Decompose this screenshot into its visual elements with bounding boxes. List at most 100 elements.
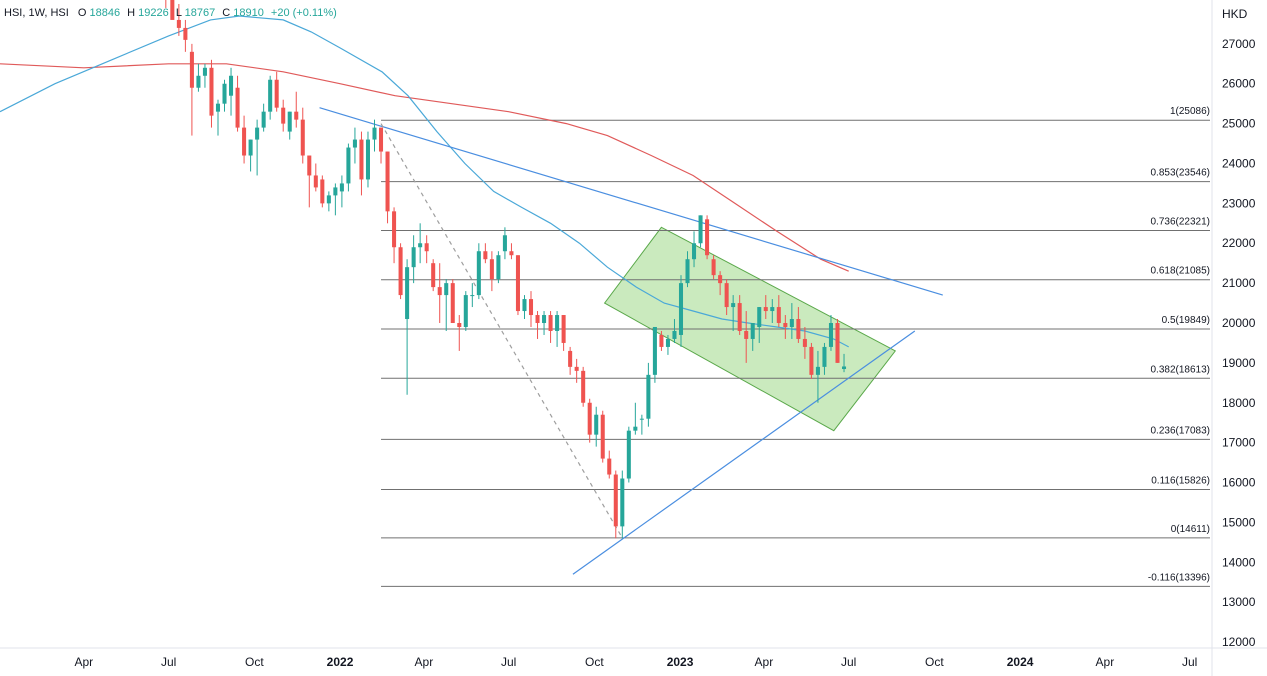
candle[interactable] (841, 353, 847, 373)
candle[interactable] (515, 255, 520, 316)
candle[interactable] (646, 362, 651, 427)
candle[interactable] (294, 91, 299, 128)
candle[interactable] (183, 19, 188, 52)
candle[interactable] (248, 139, 253, 172)
candle[interactable] (359, 131, 364, 196)
candle[interactable] (750, 323, 755, 351)
moving-average-red[interactable] (0, 63, 849, 272)
candle[interactable] (274, 71, 279, 112)
candle[interactable] (457, 315, 462, 351)
candle[interactable] (809, 342, 814, 379)
candle[interactable] (652, 326, 657, 383)
candle[interactable] (346, 143, 351, 192)
candle[interactable] (489, 251, 494, 292)
candle[interactable] (705, 215, 710, 260)
candle[interactable] (463, 291, 468, 331)
candle[interactable] (724, 279, 729, 316)
candle[interactable] (718, 271, 723, 296)
candle[interactable] (242, 115, 247, 164)
candle[interactable] (757, 307, 762, 343)
candle[interactable] (535, 311, 540, 339)
candle[interactable] (313, 163, 318, 192)
candle[interactable] (542, 311, 547, 335)
candle[interactable] (176, 3, 181, 36)
candle[interactable] (522, 295, 527, 320)
candle[interactable] (411, 235, 416, 284)
candle[interactable] (502, 227, 507, 260)
candles-layer[interactable] (164, 0, 847, 539)
candle[interactable] (737, 295, 742, 335)
candle[interactable] (209, 59, 214, 128)
candle[interactable] (711, 255, 716, 280)
candle[interactable] (170, 0, 175, 20)
candle[interactable] (196, 63, 201, 92)
candle[interactable] (281, 99, 286, 132)
candle[interactable] (835, 319, 840, 363)
candle[interactable] (770, 299, 775, 324)
candle[interactable] (672, 319, 677, 343)
candle[interactable] (776, 295, 781, 327)
candle[interactable] (528, 291, 534, 327)
candle[interactable] (574, 358, 579, 383)
candle[interactable] (365, 131, 371, 188)
candle[interactable] (189, 43, 194, 136)
trendline[interactable] (319, 107, 943, 296)
candle[interactable] (483, 243, 488, 264)
candle[interactable] (665, 334, 670, 355)
candle[interactable] (802, 326, 807, 359)
candle[interactable] (796, 307, 801, 343)
candle[interactable] (815, 350, 820, 403)
candle[interactable] (339, 175, 344, 208)
candle[interactable] (613, 470, 618, 539)
candle[interactable] (215, 99, 221, 136)
candle[interactable] (678, 275, 684, 347)
candle[interactable] (300, 107, 305, 164)
candle[interactable] (372, 119, 377, 152)
candle[interactable] (600, 410, 605, 463)
candle[interactable] (639, 414, 644, 435)
candle[interactable] (235, 75, 240, 132)
candle[interactable] (268, 75, 273, 120)
candle[interactable] (352, 127, 357, 164)
candle[interactable] (581, 366, 586, 407)
candle[interactable] (450, 279, 455, 324)
candle[interactable] (568, 346, 573, 375)
candle[interactable] (222, 79, 227, 112)
candle[interactable] (594, 406, 599, 447)
candle[interactable] (470, 283, 475, 308)
candle[interactable] (202, 63, 207, 88)
candle[interactable] (255, 119, 260, 176)
candle[interactable] (509, 243, 514, 260)
candle[interactable] (261, 103, 266, 132)
candle[interactable] (418, 223, 423, 264)
candle[interactable] (476, 243, 481, 300)
candle[interactable] (437, 263, 442, 324)
candle[interactable] (789, 303, 794, 339)
candle[interactable] (229, 67, 234, 116)
candle[interactable] (783, 315, 788, 339)
candle[interactable] (320, 175, 325, 208)
candle[interactable] (633, 402, 638, 435)
candle[interactable] (561, 315, 566, 351)
candle[interactable] (822, 342, 827, 375)
candle[interactable] (587, 398, 592, 443)
candle[interactable] (548, 311, 553, 343)
candle[interactable] (626, 426, 631, 483)
candle[interactable] (828, 315, 834, 351)
candle[interactable] (692, 231, 697, 268)
candle[interactable] (164, 0, 168, 8)
candle[interactable] (444, 279, 449, 331)
candle[interactable] (744, 311, 749, 363)
candle[interactable] (659, 330, 664, 351)
candle[interactable] (685, 251, 690, 288)
candle[interactable] (607, 450, 612, 479)
candle[interactable] (731, 295, 736, 331)
candle[interactable] (763, 295, 768, 320)
candle[interactable] (333, 183, 338, 216)
candle[interactable] (307, 155, 312, 208)
candle[interactable] (698, 215, 703, 248)
candle[interactable] (287, 111, 292, 140)
candle[interactable] (398, 243, 403, 300)
